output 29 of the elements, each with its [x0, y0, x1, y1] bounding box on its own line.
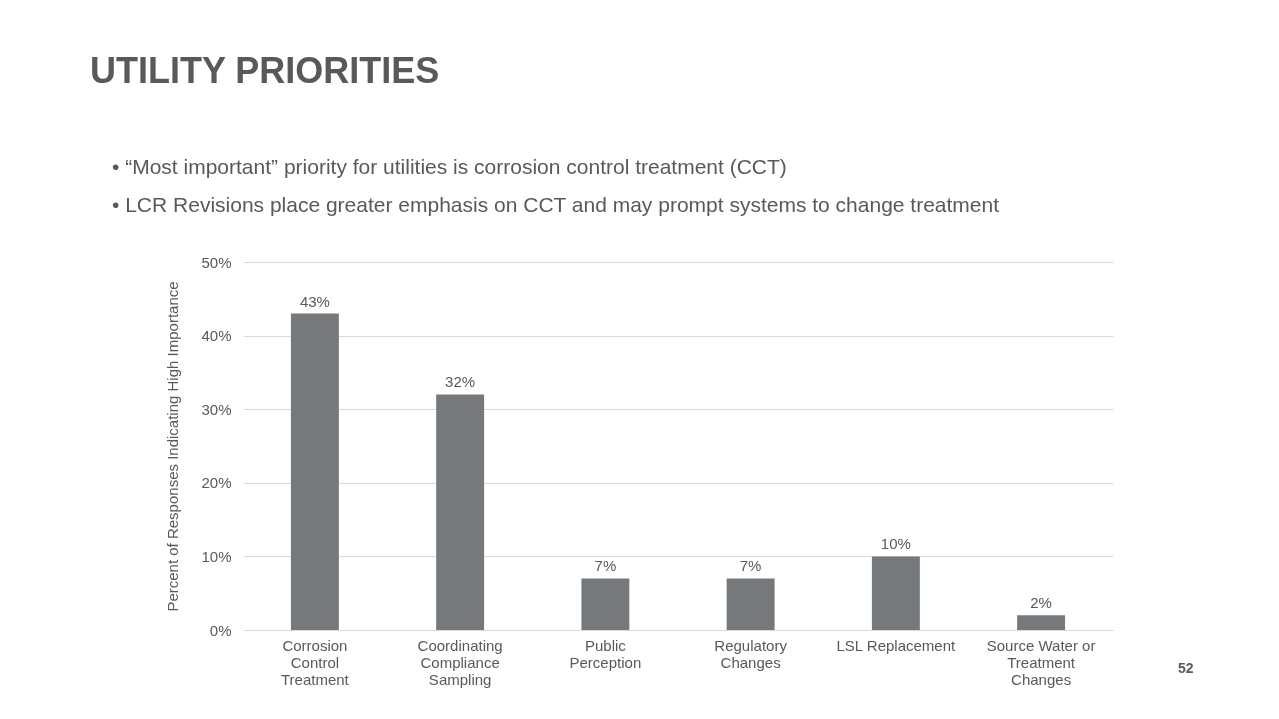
- y-tick-label: 0%: [209, 621, 232, 639]
- y-tick-label: 40%: [201, 327, 232, 345]
- data-label: 32%: [445, 373, 476, 391]
- y-tick-label: 10%: [201, 547, 232, 565]
- x-tick-label: Corrosion Control Treatment: [280, 636, 350, 688]
- y-axis-title: Percent of Responses Indicating High Importance: [164, 281, 182, 612]
- y-tick-label: 50%: [201, 253, 232, 271]
- bar: [871, 556, 920, 630]
- data-label: 10%: [880, 535, 911, 553]
- bar: [726, 578, 775, 630]
- data-label: 7%: [739, 557, 762, 575]
- x-tick-label: Regulatory Changes: [714, 636, 788, 671]
- x-tick-label: LSL Replacement: [836, 636, 957, 654]
- chart-title: UTILITY PRIORITIES: [90, 50, 440, 92]
- data-label: 2%: [1030, 594, 1052, 612]
- bar: [581, 578, 630, 630]
- bar: [1017, 615, 1066, 630]
- x-tick-label: Coordinating Compliance Sampling: [417, 636, 503, 688]
- bar: [436, 394, 485, 630]
- x-tick-label: Source Water or Treatment Changes: [986, 636, 1096, 688]
- text: • LCR Revisions place greater emphasis on CCT and may prompt systems to change treatment: [112, 192, 1000, 218]
- x-tick-label: Public Perception: [569, 636, 642, 671]
- data-label: 7%: [594, 557, 617, 575]
- y-tick-label: 30%: [201, 400, 232, 418]
- bar: [290, 313, 339, 630]
- text: • “Most important” priority for utilities is corrosion control treatment (CCT): [112, 154, 788, 180]
- data-label: 43%: [299, 292, 330, 310]
- y-tick-label: 20%: [201, 474, 232, 492]
- text: 52: [1178, 660, 1194, 676]
